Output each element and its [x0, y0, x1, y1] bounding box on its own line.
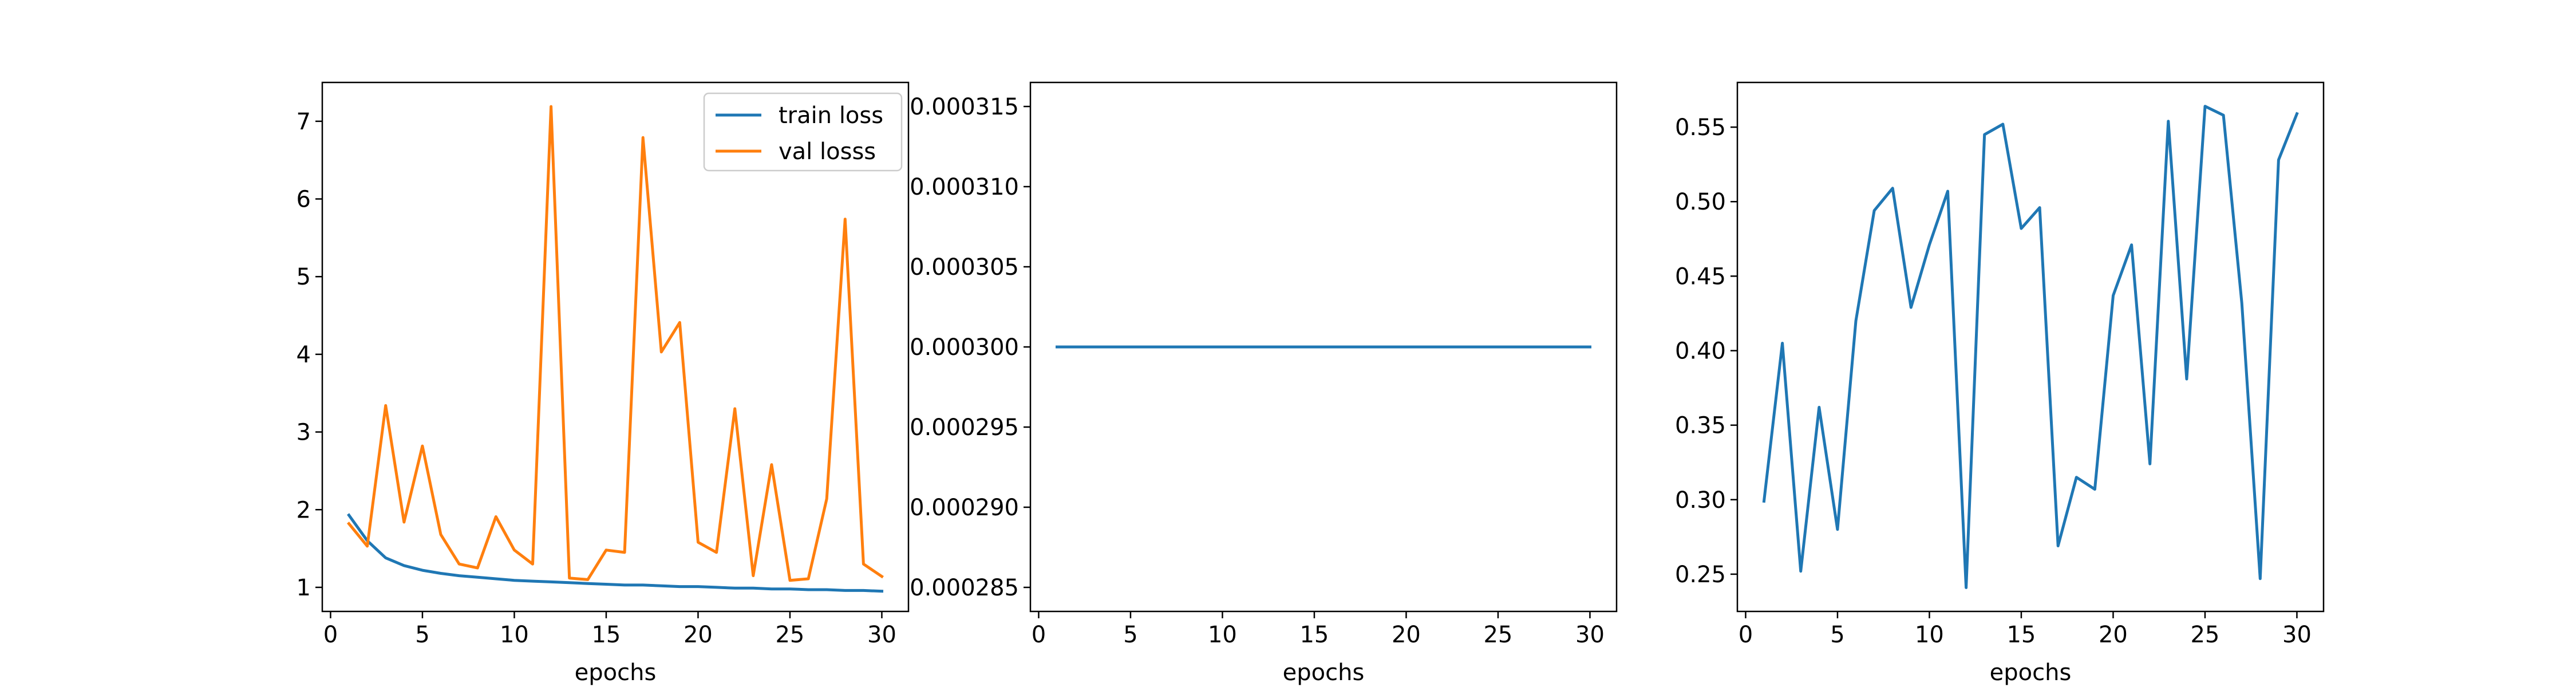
- series-line-train-loss: [347, 513, 884, 593]
- x-tick-label: 0: [1032, 622, 1046, 648]
- legend-label: val losss: [779, 139, 876, 165]
- y-tick-label: 0.45: [1675, 263, 1726, 290]
- x-tick-label: 30: [867, 622, 896, 648]
- y-tick-label: 4: [297, 342, 311, 368]
- x-axis-label: epochs: [1283, 660, 1365, 686]
- y-tick-label: 6: [297, 187, 311, 213]
- y-tick-label: 3: [297, 420, 311, 446]
- x-tick-label: 5: [1830, 622, 1844, 648]
- y-tick-label: 0.25: [1675, 562, 1726, 588]
- subplot-3: 0 5 10 15 20 25 30 0.25 0.30 0.35 0.40 0.45 0.50 0.55…: [1675, 81, 2325, 686]
- subplot-1: 0 5 10 15 20 25 30 1 2 3 4 5 6 7 epochs train loss val l…: [297, 81, 910, 686]
- x-tick-label: 30: [1575, 622, 1605, 648]
- y-tick-label: 2: [297, 497, 311, 523]
- x-tick-label: 25: [1483, 622, 1512, 648]
- y-tick-label: 0.000290: [910, 495, 1019, 521]
- y-tick-label: 0.000305: [910, 254, 1019, 281]
- y-tick-label: 1: [297, 575, 311, 601]
- y-tick-label: 0.35: [1675, 413, 1726, 439]
- x-axis-label: epochs: [575, 660, 657, 686]
- x-tick-label: 10: [1915, 622, 1944, 648]
- x-tick-label: 15: [2006, 622, 2036, 648]
- x-tick-label: 20: [1392, 622, 1421, 648]
- x-tick-label: 0: [1739, 622, 1753, 648]
- y-tick-label: 0.000295: [910, 414, 1019, 441]
- axes-frame: [321, 81, 910, 613]
- legend-label: train loss: [779, 102, 883, 129]
- x-axis-label: epochs: [1990, 660, 2072, 686]
- y-tick-label: 0.50: [1675, 189, 1726, 215]
- series-line-val-losss: [346, 105, 884, 582]
- series-line-1: [1762, 105, 2299, 589]
- x-tick-label: 5: [1123, 622, 1137, 648]
- y-tick-label: 0.55: [1675, 114, 1726, 141]
- y-tick-label: 5: [297, 264, 311, 290]
- y-tick-label: 0.000285: [910, 575, 1019, 601]
- x-tick-label: 20: [2099, 622, 2128, 648]
- x-tick-label: 25: [2190, 622, 2219, 648]
- y-tick-label: 0.30: [1675, 487, 1726, 514]
- x-tick-label: 20: [683, 622, 713, 648]
- x-tick-label: 25: [775, 622, 804, 648]
- x-tick-label: 10: [1208, 622, 1237, 648]
- x-tick-label: 0: [323, 622, 338, 648]
- y-tick-label: 0.40: [1675, 338, 1726, 365]
- y-tick-label: 0.000300: [910, 334, 1019, 361]
- x-tick-label: 15: [1299, 622, 1329, 648]
- x-tick-label: 15: [591, 622, 621, 648]
- x-tick-label: 30: [2282, 622, 2312, 648]
- axes-frame: [1736, 81, 2325, 613]
- x-tick-label: 10: [500, 622, 529, 648]
- y-tick-label: 7: [297, 109, 311, 135]
- y-tick-label: 0.000315: [910, 94, 1019, 120]
- x-tick-label: 5: [415, 622, 429, 648]
- subplot-2: 0 5 10 15 20 25 30 0.000285 0.000290 0.000295 0.00…: [910, 81, 1618, 686]
- y-tick-label: 0.000310: [910, 174, 1019, 200]
